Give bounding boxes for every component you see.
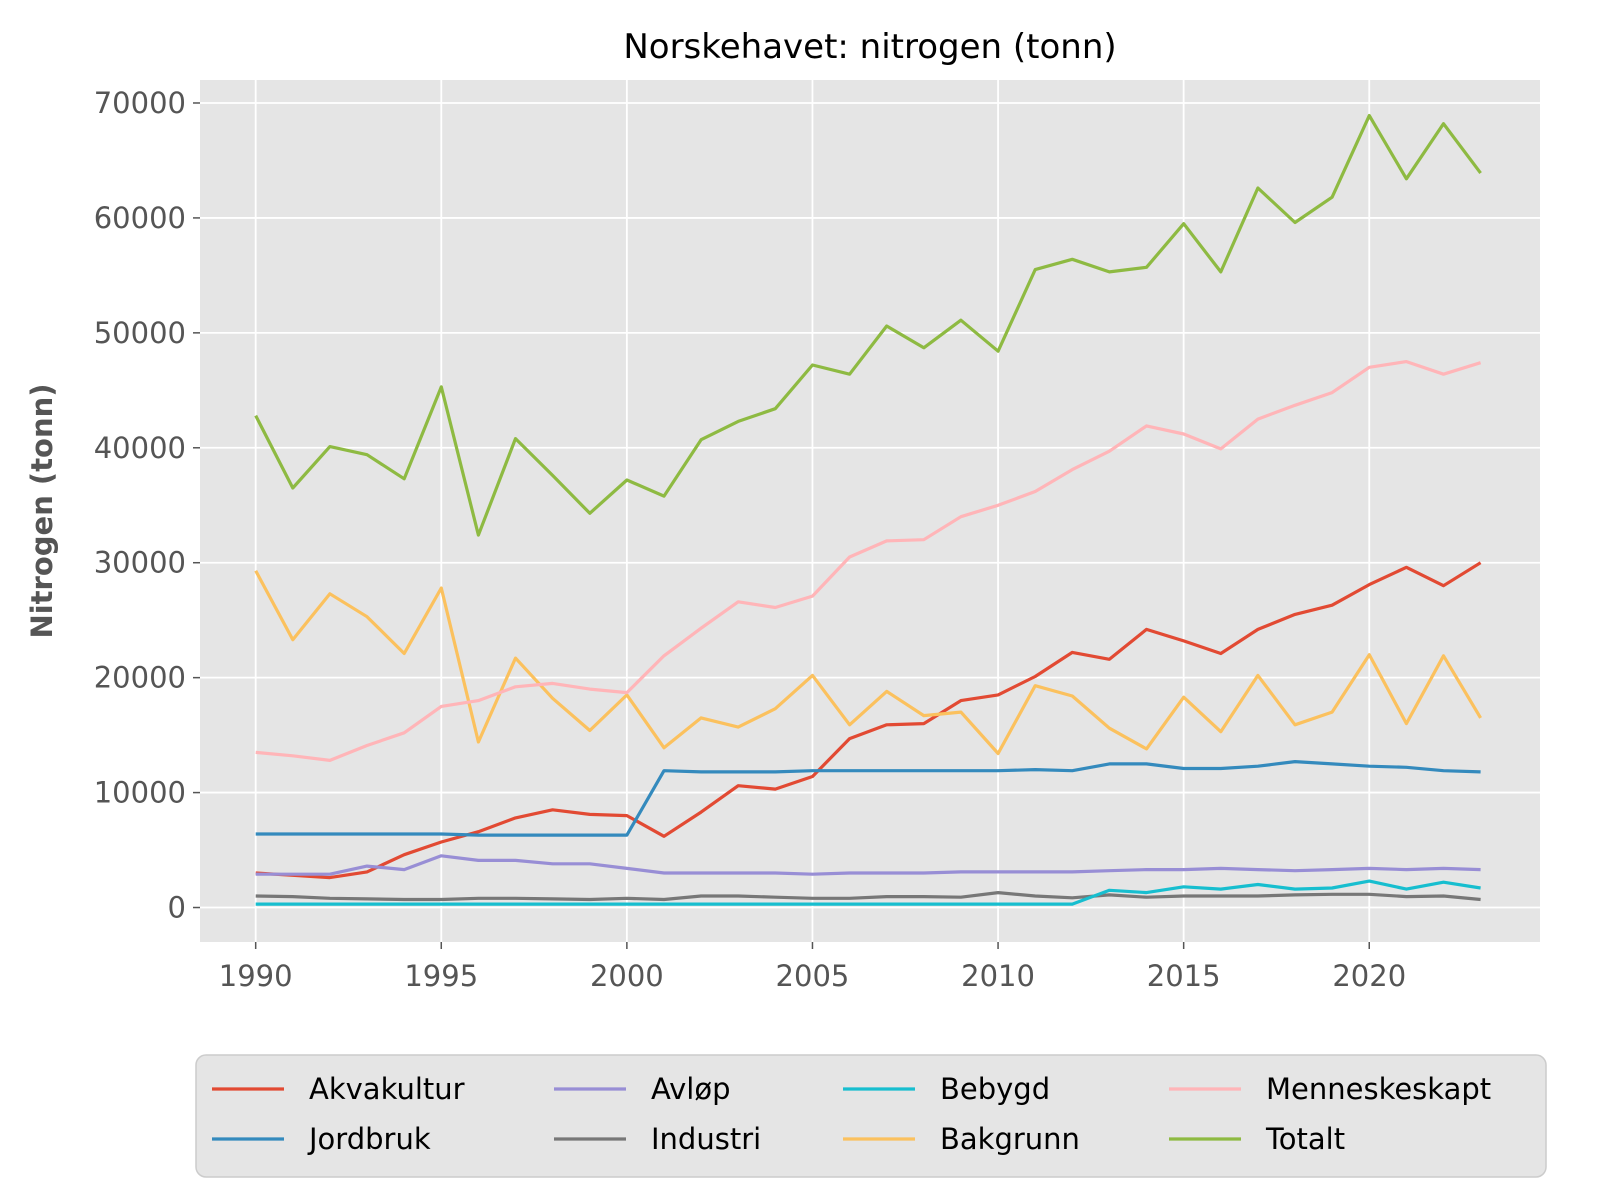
y-tick-label: 30000 (94, 546, 186, 580)
x-tick-label: 2000 (590, 959, 664, 993)
series-line-bakgrunn (254, 570, 1482, 756)
legend-label-menneskeskapt: Menneskeskapt (1266, 1072, 1491, 1106)
series-line-totalt (254, 113, 1482, 537)
y-tick-label: 60000 (94, 201, 186, 235)
series-line-industri (255, 890, 1481, 902)
series-line-akvakultur (255, 561, 1482, 880)
series-line-jordbruk (255, 759, 1481, 837)
legend-label-bebygd: Bebygd (940, 1072, 1050, 1106)
series-lines (254, 113, 1482, 906)
legend-label-akvakultur: Akvakultur (309, 1072, 465, 1106)
x-tick-label: 2010 (961, 959, 1035, 993)
legend: Akvakultur Jordbruk Avløp Industri Bebygd Bak… (195, 1054, 1547, 1178)
y-tick-label: 40000 (94, 431, 186, 465)
y-tick-label: 50000 (94, 316, 186, 350)
y-axis: 0 10000 20000 30000 40000 50000 60000 70000 (94, 86, 200, 925)
series-line-bebygd (255, 879, 1481, 906)
legend-label-industri: Industri (651, 1122, 761, 1156)
legend-label-avlop: Avløp (651, 1072, 731, 1106)
y-tick-label: 0 (168, 891, 186, 925)
x-tick-label: 2005 (776, 959, 850, 993)
chart-title: Norskehavet: nitrogen (tonn) (623, 27, 1116, 67)
legend-label-totalt: Totalt (1265, 1122, 1345, 1156)
x-tick-label: 1990 (219, 959, 293, 993)
grid-lines (200, 80, 1540, 942)
legend-label-bakgrunn: Bakgrunn (940, 1122, 1080, 1156)
y-tick-label: 10000 (94, 776, 186, 810)
legend-label-jordbruk: Jordbruk (307, 1122, 431, 1156)
x-tick-label: 2020 (1332, 959, 1406, 993)
plot-area (200, 80, 1540, 942)
x-tick-label: 1995 (404, 959, 478, 993)
x-tick-label: 2015 (1147, 959, 1221, 993)
legend-box (195, 1054, 1547, 1178)
x-axis: 1990 1995 2000 2005 2010 2015 2020 (219, 942, 1406, 993)
y-tick-label: 20000 (94, 661, 186, 695)
series-line-menneskeskapt (255, 360, 1482, 763)
y-axis-label: Nitrogen (tonn) (25, 383, 59, 638)
series-line-avlop (255, 854, 1481, 876)
y-tick-label: 70000 (94, 86, 186, 120)
